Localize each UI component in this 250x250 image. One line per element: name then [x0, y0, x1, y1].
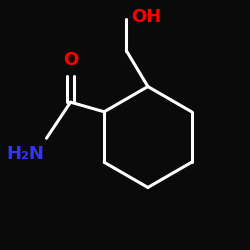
Text: H₂N: H₂N: [6, 146, 44, 164]
Text: OH: OH: [131, 8, 161, 26]
Text: O: O: [63, 50, 78, 68]
